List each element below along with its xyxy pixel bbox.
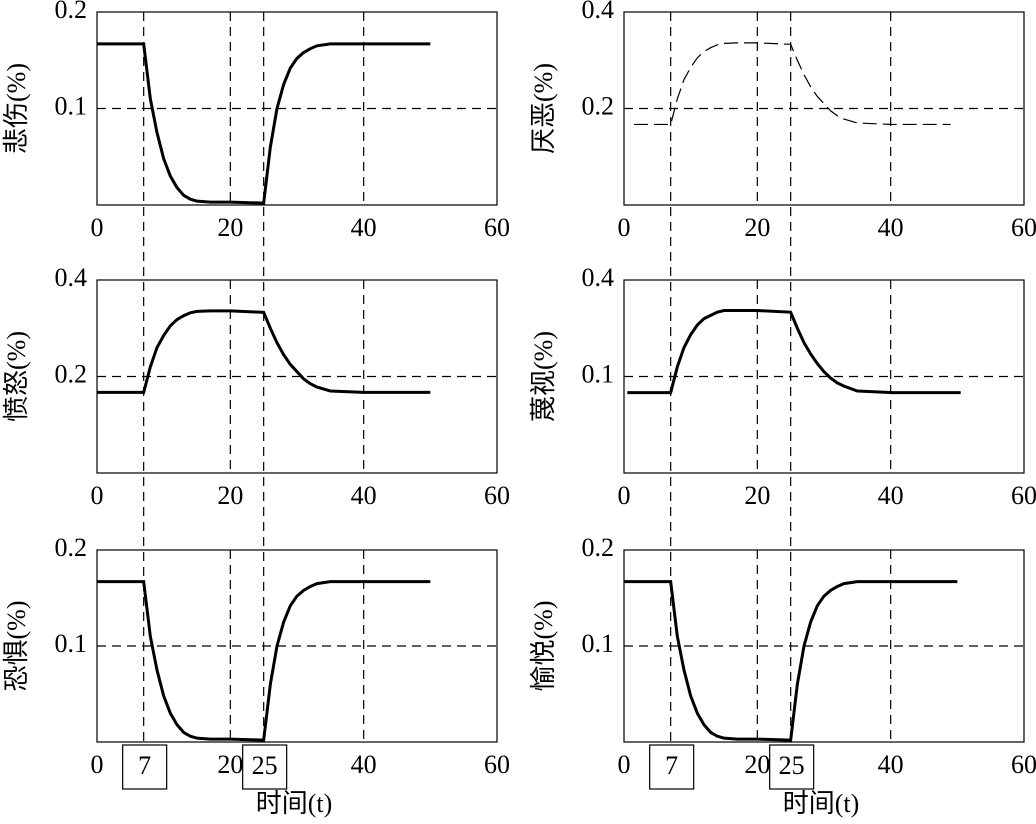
x-tick-label: 60 bbox=[484, 750, 510, 779]
y-tick-label: 0.2 bbox=[55, 533, 88, 562]
marker-label: 25 bbox=[779, 751, 805, 780]
x-tick-label: 0 bbox=[91, 213, 104, 242]
y-tick-label: 0.1 bbox=[55, 629, 88, 658]
x-tick-label: 40 bbox=[878, 481, 904, 510]
marker-box bbox=[242, 744, 288, 790]
y-tick-label: 0.1 bbox=[582, 359, 615, 388]
y-tick-label: 0.4 bbox=[582, 263, 615, 292]
y-tick-label: 0.1 bbox=[55, 91, 88, 120]
x-tick-label: 0 bbox=[618, 213, 631, 242]
x-axis-label: 时间(t) bbox=[783, 789, 860, 818]
x-tick-label: 20 bbox=[744, 481, 770, 510]
y-tick-label: 0.2 bbox=[55, 0, 88, 24]
x-tick-label: 20 bbox=[217, 481, 243, 510]
x-tick-label: 40 bbox=[878, 750, 904, 779]
line bbox=[97, 42, 431, 205]
x-tick-label: 60 bbox=[1011, 481, 1036, 510]
y-tick-label: 0.2 bbox=[55, 359, 88, 388]
x-tick-label: 0 bbox=[91, 481, 104, 510]
x-tick-label: 60 bbox=[1011, 213, 1036, 242]
x-tick-label: 20 bbox=[217, 750, 243, 779]
y-tick-label: 0.1 bbox=[582, 629, 615, 658]
marker-label: 25 bbox=[252, 751, 278, 780]
y-tick-label: 0.2 bbox=[582, 533, 615, 562]
line bbox=[627, 309, 961, 395]
y-tick-label: 0.4 bbox=[582, 0, 615, 24]
y-axis-label: 蔑视(%) bbox=[529, 331, 558, 422]
y-axis-label: 厌恶(%) bbox=[529, 63, 558, 154]
x-tick-label: 60 bbox=[484, 481, 510, 510]
line bbox=[634, 42, 951, 126]
marker-label: 7 bbox=[665, 751, 678, 780]
x-axis-label: 时间(t) bbox=[256, 789, 333, 818]
x-tick-label: 40 bbox=[351, 750, 377, 779]
x-tick-label: 0 bbox=[618, 750, 631, 779]
y-axis-label: 愤怒(%) bbox=[2, 331, 31, 422]
marker-label: 7 bbox=[138, 751, 151, 780]
x-tick-label: 60 bbox=[484, 213, 510, 242]
y-axis-label: 恐惧(%) bbox=[2, 601, 31, 692]
x-tick-label: 0 bbox=[91, 750, 104, 779]
x-tick-label: 40 bbox=[878, 213, 904, 242]
y-tick-label: 0.2 bbox=[582, 91, 615, 120]
x-tick-label: 40 bbox=[351, 481, 377, 510]
y-tick-label: 0.4 bbox=[55, 263, 88, 292]
x-tick-label: 0 bbox=[618, 481, 631, 510]
x-tick-label: 20 bbox=[217, 213, 243, 242]
x-tick-label: 20 bbox=[744, 750, 770, 779]
x-tick-label: 40 bbox=[351, 213, 377, 242]
marker-box bbox=[649, 744, 695, 790]
marker-box bbox=[122, 744, 168, 790]
x-tick-label: 60 bbox=[1011, 750, 1036, 779]
y-axis-label: 愉悦(%) bbox=[529, 601, 558, 692]
x-tick-label: 20 bbox=[744, 213, 770, 242]
y-axis-label: 悲伤(%) bbox=[2, 63, 31, 154]
marker-box bbox=[769, 744, 815, 790]
